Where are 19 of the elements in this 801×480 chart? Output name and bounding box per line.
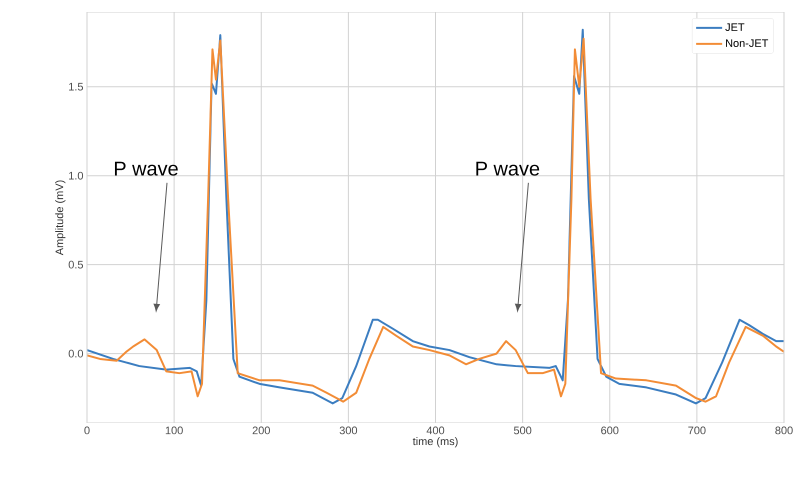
legend-label: JET [725, 23, 744, 31]
y-tick-label: 1.0 [69, 172, 84, 180]
y-tick-label: 1.5 [69, 82, 84, 91]
legend-label: Non-JET [726, 39, 768, 48]
x-tick-label: 700 [688, 426, 706, 434]
x-tick-label: 400 [426, 426, 444, 434]
x-tick-label: 300 [340, 426, 358, 434]
y-tick-label: 0.0 [68, 350, 84, 358]
annotation: P wave [476, 162, 540, 176]
y-axis-title: Amplitude (mV) [55, 180, 66, 256]
x-tick-label: 100 [166, 426, 183, 434]
y-tick-label: 0.5 [68, 260, 84, 269]
x-tick-label: 600 [601, 426, 618, 434]
x-axis-title: time (ms) [412, 437, 458, 448]
x-tick-label: 200 [252, 426, 270, 434]
x-tick-label: 0 [84, 426, 90, 434]
x-tick-label: 800 [775, 426, 793, 434]
annotation: P wave [114, 162, 178, 176]
x-tick-label: 500 [514, 426, 532, 434]
